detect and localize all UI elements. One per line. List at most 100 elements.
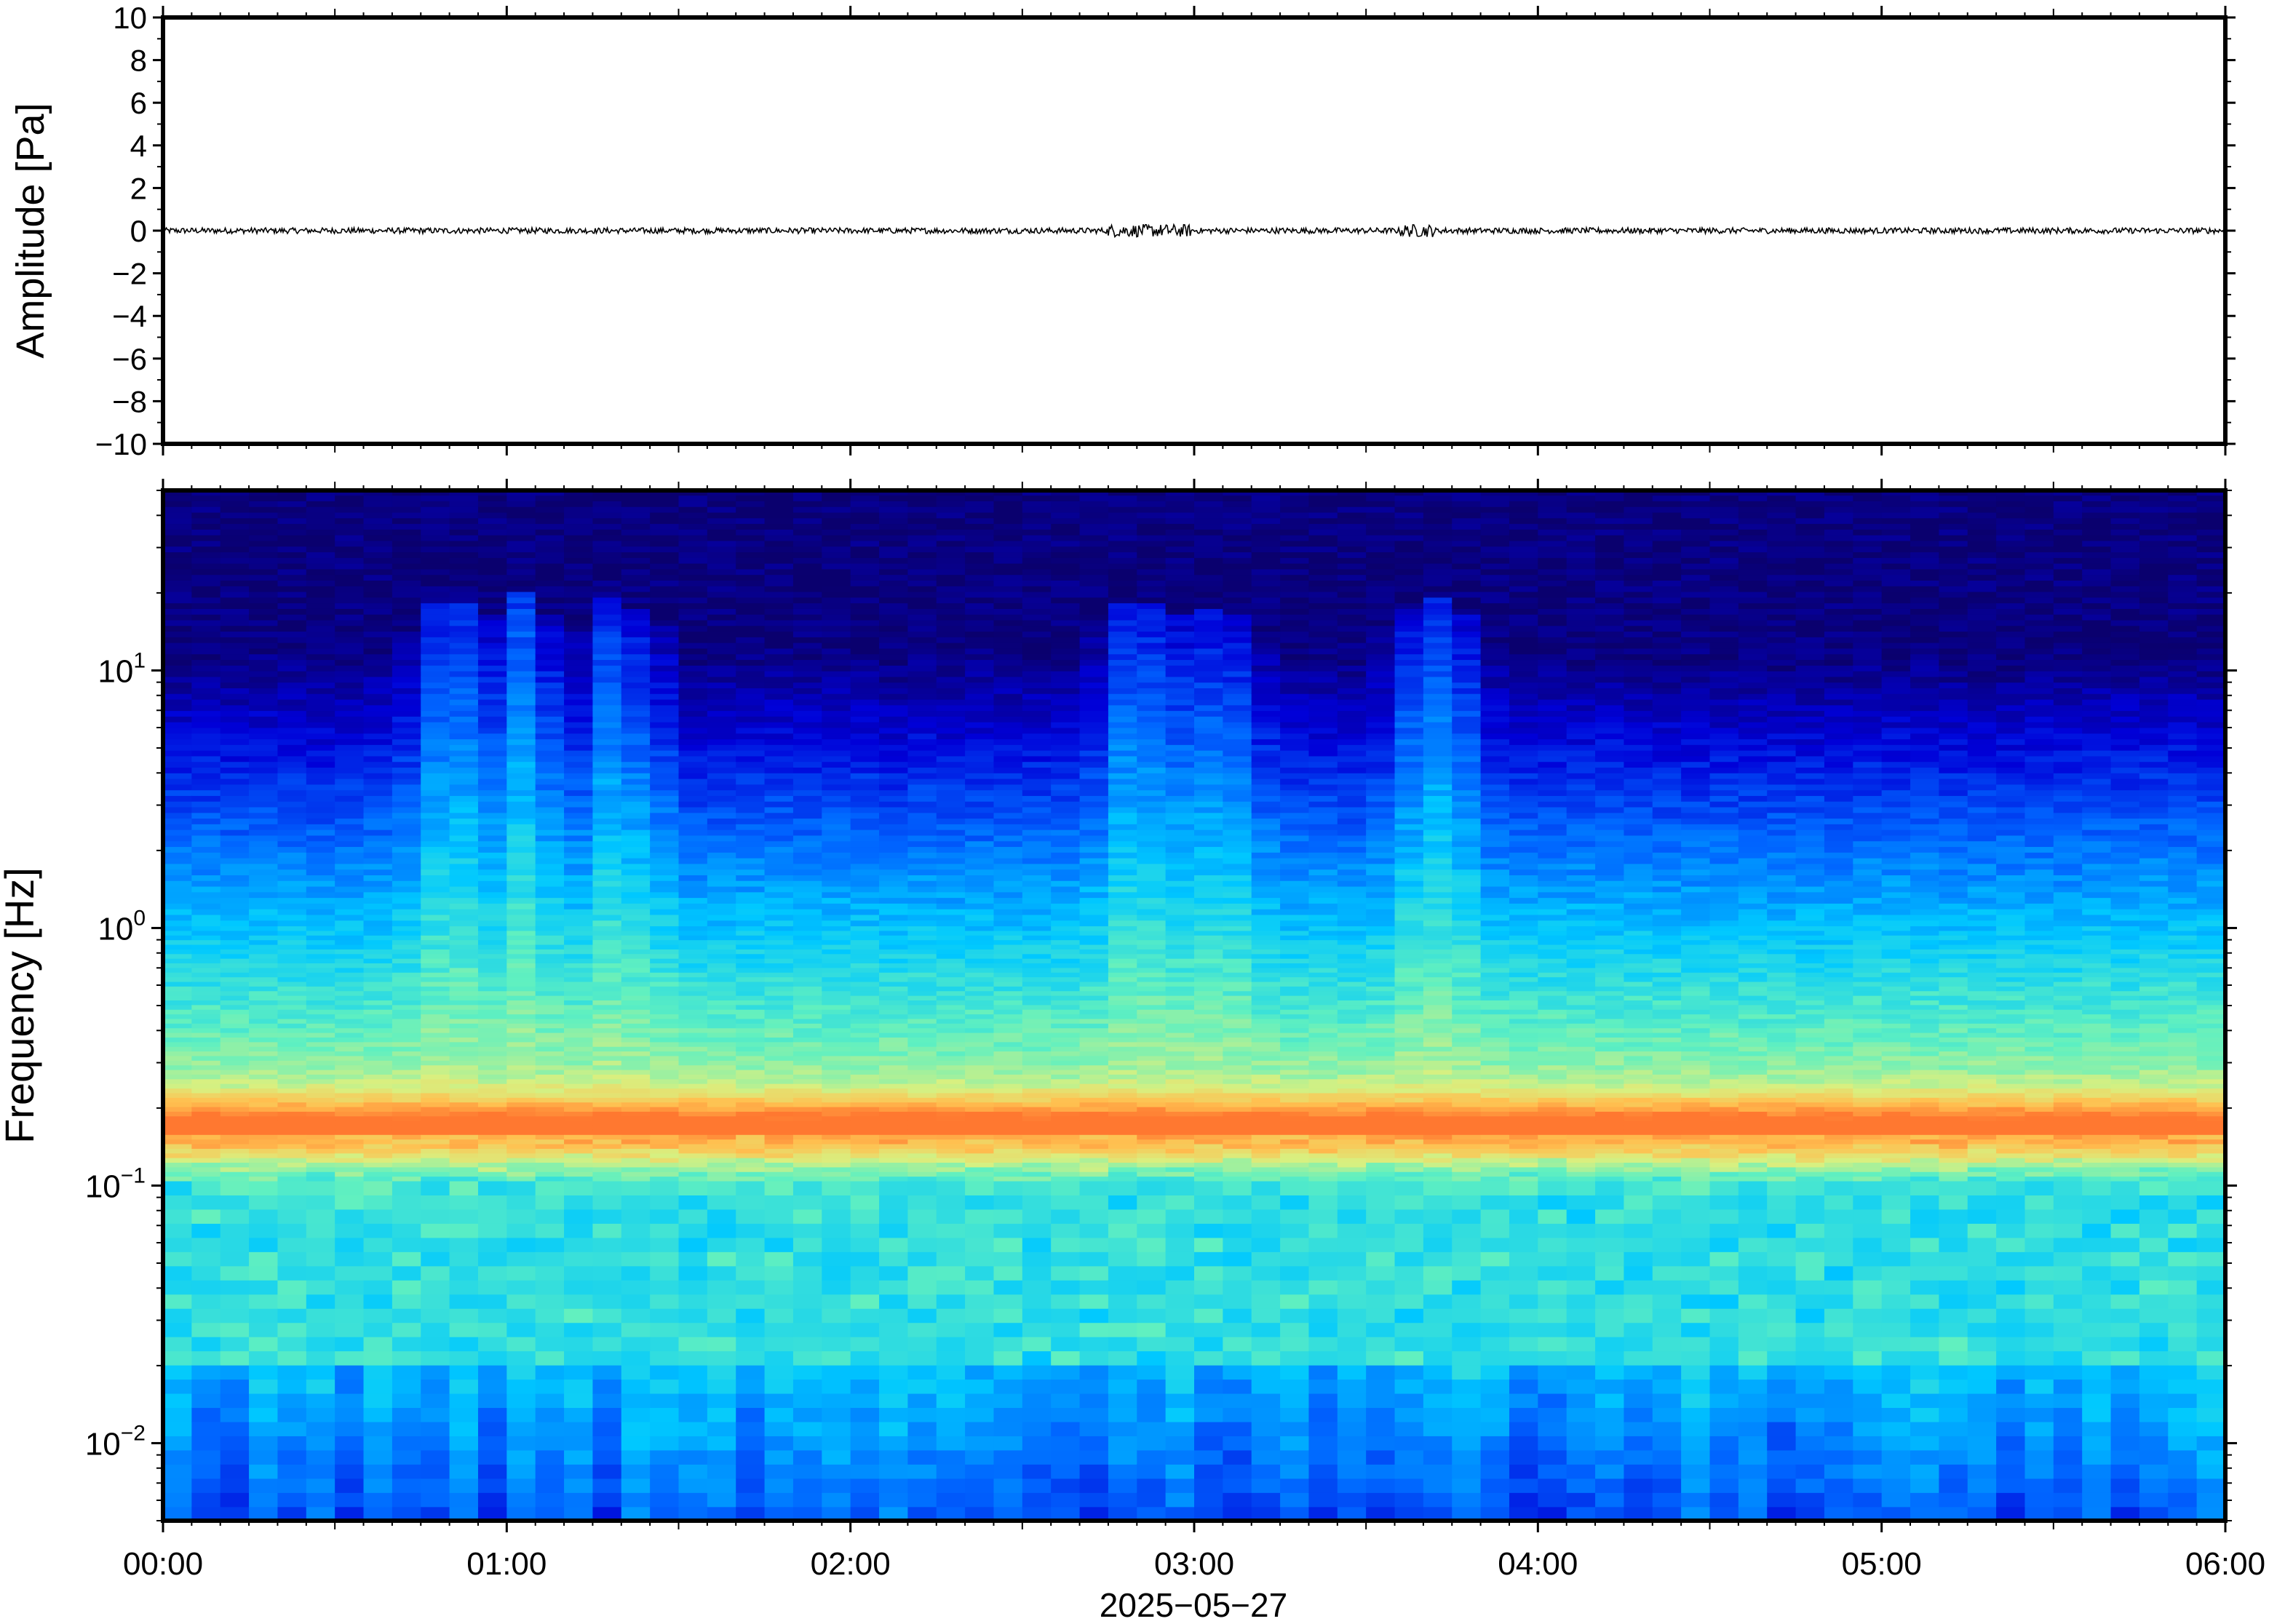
spectrogram-cell <box>822 778 851 785</box>
spectrogram-cell <box>306 665 335 672</box>
spectrogram-cell <box>650 642 680 649</box>
spectrogram-cell <box>535 1176 565 1182</box>
spectrogram-cell <box>792 1014 823 1019</box>
spectrogram-cell <box>1022 920 1052 927</box>
spectrogram-cell <box>277 619 307 626</box>
spectrogram-cell <box>592 540 622 547</box>
spectrogram-cell <box>822 1069 851 1075</box>
spectrogram-cell <box>249 840 279 848</box>
spectrogram-cell <box>592 967 622 973</box>
spectrogram-cell <box>850 981 880 987</box>
spectrogram-cell <box>335 930 365 936</box>
spectrogram-cell <box>850 1407 880 1422</box>
spectrogram-cell <box>936 1115 966 1121</box>
spectrogram-cell <box>535 602 565 609</box>
spectrogram-cell <box>678 897 708 904</box>
spectrogram-cell <box>392 716 422 723</box>
spectrogram-cell <box>592 981 622 987</box>
spectrogram-cell <box>707 784 737 791</box>
spectrogram-cell <box>764 517 794 525</box>
spectrogram-cell <box>621 1176 651 1182</box>
spectrogram-cell <box>191 540 221 547</box>
spectrogram-cell <box>678 1166 708 1172</box>
spectrogram-cell <box>621 512 651 519</box>
spectrogram-cell <box>707 495 737 501</box>
spectrogram-cell <box>678 1195 708 1210</box>
spectrogram-cell <box>564 1171 594 1177</box>
spectrogram-cell <box>592 574 622 581</box>
spectrogram-cell <box>449 1060 479 1066</box>
spectrogram-cell <box>249 613 279 621</box>
spectrogram-cell <box>477 613 508 621</box>
spectrogram-cell <box>277 795 307 802</box>
spectrogram-cell <box>936 1041 966 1047</box>
spectrogram-cell <box>306 1209 335 1224</box>
spectrogram-cell <box>506 597 536 604</box>
spectrogram-cell <box>392 857 422 864</box>
spectrogram-cell <box>792 1027 823 1033</box>
spectrogram-cell <box>220 1008 250 1015</box>
spectrogram-cell <box>564 920 594 927</box>
spectrogram-cell <box>191 976 221 982</box>
spectrogram-cell <box>965 875 995 881</box>
spectrogram-cell <box>506 676 536 683</box>
spectrogram-cell <box>392 602 422 609</box>
spectrogram-cell <box>621 1115 651 1121</box>
spectrogram-cell <box>564 990 594 996</box>
spectrogram-cell <box>163 1139 193 1145</box>
spectrogram-cell <box>907 710 937 717</box>
spectrogram-cell <box>792 935 823 941</box>
spectrogram-cell <box>707 1064 737 1070</box>
spectrogram-cell <box>363 1008 393 1015</box>
spectrogram-cell <box>306 739 335 745</box>
spectrogram-cell <box>822 869 851 875</box>
spectrogram-cell <box>879 682 909 688</box>
spectrogram-cell <box>449 1171 479 1177</box>
spectrogram-cell <box>879 875 909 881</box>
spectrogram-cell <box>449 1148 479 1154</box>
spectrogram-cell <box>764 990 794 996</box>
spectrogram-cell <box>850 1157 880 1163</box>
spectrogram-cell <box>736 619 766 626</box>
spectrogram-cell <box>879 761 909 768</box>
spectrogram-cell <box>650 693 680 700</box>
spectrogram-cell <box>879 557 909 564</box>
spectrogram-cell <box>822 1294 851 1309</box>
spectrogram-cell <box>1022 1004 1052 1010</box>
spectrogram-cell <box>363 935 393 941</box>
spectrogram-cell <box>993 546 1023 553</box>
spectrogram-cell <box>707 1078 737 1084</box>
spectrogram-cell <box>650 546 680 553</box>
spectrogram-cell <box>592 869 622 875</box>
spectrogram-cell <box>335 704 365 712</box>
spectrogram-cell <box>965 1407 995 1422</box>
spectrogram-cell <box>936 659 966 666</box>
spectrogram-cell <box>335 953 365 959</box>
spectrogram-cell <box>220 789 250 796</box>
spectrogram-cell <box>220 619 250 626</box>
spectrogram-cell <box>621 557 651 564</box>
spectrogram-cell <box>592 1129 622 1135</box>
spectrogram-cell <box>277 772 307 779</box>
spectrogram-cell <box>506 1506 536 1521</box>
spectrogram-cell <box>592 1115 622 1121</box>
spectrogram-cell <box>335 914 365 921</box>
spectrogram-cell <box>220 1223 250 1238</box>
spectrogram-cell <box>477 935 508 941</box>
spectrogram-cell <box>907 1294 937 1309</box>
spectrogram-cell <box>1022 789 1052 796</box>
spectrogram-cell <box>220 1046 250 1052</box>
spectrogram-cell <box>477 1014 508 1019</box>
spectrogram-cell <box>363 1041 393 1047</box>
spectrogram-cell <box>191 1379 221 1394</box>
spectrogram-cell <box>421 885 450 893</box>
spectrogram-cell <box>1022 1407 1052 1422</box>
spectrogram-cell <box>592 939 622 945</box>
spectrogram-cell <box>822 914 851 921</box>
spectrogram-cell <box>621 1037 651 1043</box>
spectrogram-cell <box>535 613 565 621</box>
spectrogram-cell <box>392 534 422 541</box>
spectrogram-cell <box>277 829 307 836</box>
spectrogram-cell <box>277 523 307 530</box>
spectrogram-cell <box>850 1449 880 1465</box>
